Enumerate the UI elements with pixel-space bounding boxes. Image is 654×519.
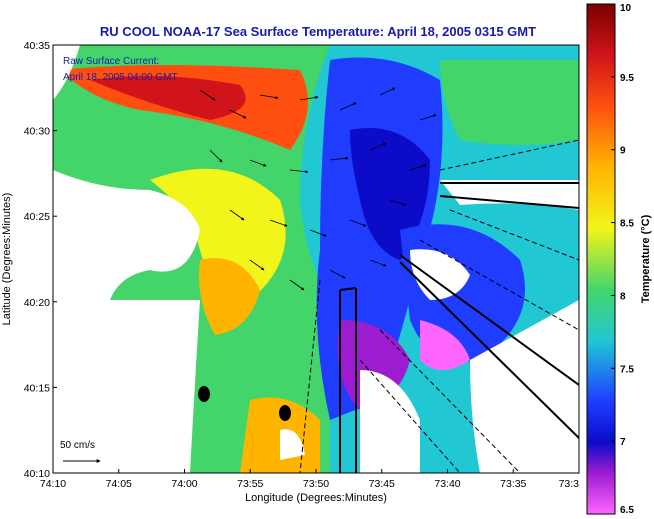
- x-axis-label: Longitude (Degrees:Minutes): [245, 492, 387, 504]
- y-tick-label: 40:20: [24, 297, 50, 309]
- x-tick-label: 73:40: [434, 478, 460, 490]
- y-tick-label: 40:35: [24, 40, 50, 52]
- x-tick-label: 73:35: [500, 478, 526, 490]
- current-annotation-line1: Raw Surface Current:: [63, 56, 159, 67]
- x-tick-label: 73:55: [237, 478, 263, 490]
- x-tick-label: 73:3: [559, 478, 580, 490]
- x-tick-label: 74:05: [106, 478, 132, 490]
- y-axis-label: Latitude (Degrees:Minutes): [1, 193, 13, 326]
- colorbar-tick-label: 8.5: [620, 219, 634, 230]
- y-tick-label: 40:15: [24, 382, 50, 394]
- mooring-marker: [279, 405, 291, 421]
- current-vectors: [199, 87, 437, 291]
- scale-vector-label: 50 cm/s: [60, 440, 95, 451]
- colorbar-tick-label: 6.5: [620, 505, 634, 516]
- x-tick-label: 73:45: [369, 478, 395, 490]
- current-annotation-line2: April 18, 2005 04:00 GMT: [63, 72, 178, 83]
- x-axis-ticks: 74:10 74:05 74:00 73:55 73:50 73:45 73:40 73:35…: [40, 469, 580, 490]
- colorbar: [586, 3, 616, 515]
- colorbar-tick-label: 10: [620, 3, 632, 14]
- colorbar-tick-label: 7: [620, 437, 626, 448]
- colorbar-tick-label: 7.5: [620, 364, 634, 375]
- x-tick-label: 74:10: [40, 478, 66, 490]
- colorbar-tick-label: 9.5: [620, 73, 634, 84]
- sst-field: [53, 45, 579, 473]
- y-axis-ticks: 40:35 40:30 40:25 40:20 40:15 40:10: [24, 40, 57, 480]
- colorbar-tick-label: 8: [620, 291, 626, 302]
- y-tick-label: 40:25: [24, 211, 50, 223]
- radar-coverage-lines: [299, 139, 579, 473]
- mooring-marker: [198, 386, 210, 402]
- chart-title: RU COOL NOAA-17 Sea Surface Temperature:…: [100, 24, 536, 39]
- colorbar-tick-label: 9: [620, 146, 626, 157]
- x-tick-label: 73:50: [303, 478, 329, 490]
- colorbar-label: Temperature (°C): [640, 214, 652, 303]
- colorbar-ticks: 10 9.5 9 8.5 8 7.5 7 6.5: [611, 3, 634, 516]
- y-tick-label: 40:30: [24, 126, 50, 138]
- y-tick-label: 40:10: [24, 468, 50, 480]
- x-tick-label: 74:00: [171, 478, 197, 490]
